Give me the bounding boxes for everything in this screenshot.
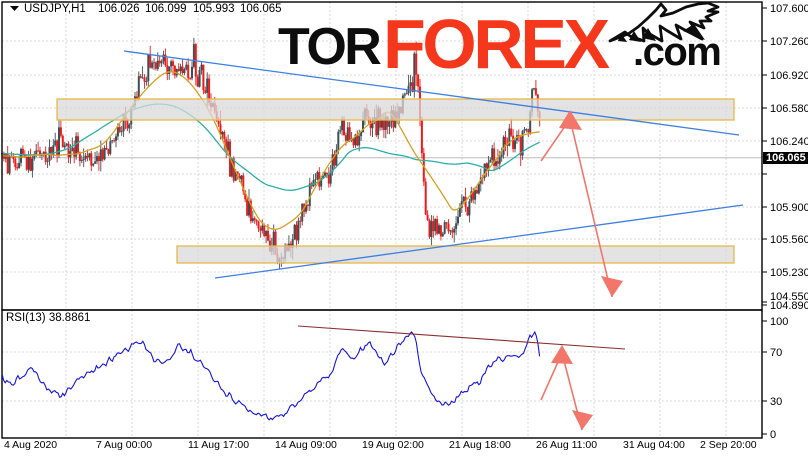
svg-text:107.600: 107.600 <box>770 3 808 15</box>
svg-text:106.065: 106.065 <box>766 152 806 164</box>
svg-text:TOR: TOR <box>278 18 381 76</box>
svg-text:21 Aug 18:00: 21 Aug 18:00 <box>449 439 511 451</box>
svg-text:0: 0 <box>770 429 776 441</box>
svg-text:7 Aug 00:00: 7 Aug 00:00 <box>96 439 152 451</box>
svg-text:30: 30 <box>770 396 782 408</box>
svg-text:2 Sep 20:00: 2 Sep 20:00 <box>700 439 757 451</box>
svg-text:11 Aug 17:00: 11 Aug 17:00 <box>188 439 249 451</box>
svg-text:14 Aug 09:00: 14 Aug 09:00 <box>275 439 337 451</box>
svg-text:106.920: 106.920 <box>770 70 808 82</box>
svg-text:105.230: 105.230 <box>770 267 808 279</box>
svg-text:FOREX: FOREX <box>383 5 610 83</box>
svg-text:104.550: 104.550 <box>770 291 808 303</box>
svg-text:106.065: 106.065 <box>240 3 282 15</box>
svg-text:105.560: 105.560 <box>770 234 808 246</box>
svg-text:100: 100 <box>770 316 788 328</box>
svg-text:4 Aug 2020: 4 Aug 2020 <box>4 439 57 451</box>
svg-text:USDJPY,H1: USDJPY,H1 <box>24 3 86 15</box>
svg-text:106.240: 106.240 <box>770 136 808 148</box>
svg-text:70: 70 <box>770 347 782 359</box>
svg-text:106.026: 106.026 <box>98 3 140 15</box>
svg-text:31 Aug 04:00: 31 Aug 04:00 <box>623 439 685 451</box>
svg-text:107.260: 107.260 <box>770 36 808 48</box>
svg-text:106.580: 106.580 <box>770 103 808 115</box>
svg-text:105.900: 105.900 <box>770 202 808 214</box>
svg-text:RSI(13) 38.8861: RSI(13) 38.8861 <box>6 312 90 324</box>
svg-text:106.099: 106.099 <box>145 3 187 15</box>
svg-text:105.993: 105.993 <box>193 3 235 15</box>
svg-text:19 Aug 02:00: 19 Aug 02:00 <box>362 439 424 451</box>
svg-text:26 Aug 11:00: 26 Aug 11:00 <box>536 439 597 451</box>
